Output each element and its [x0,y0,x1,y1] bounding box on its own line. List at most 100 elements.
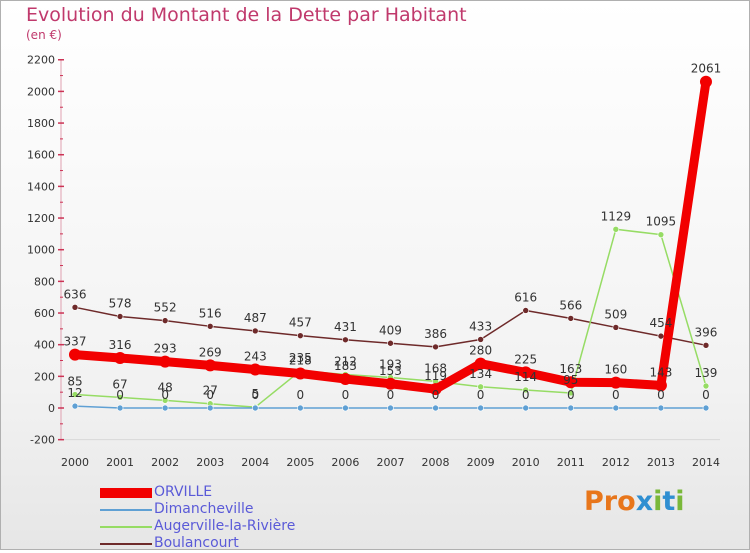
data-point-boulancourt [116,313,124,320]
data-label-dimancheville: 0 [387,388,395,402]
y-tick-label: 1400 [27,180,55,193]
data-label-boulancourt: 457 [289,316,312,330]
y-tick-label: 1800 [27,117,55,130]
chart-title: Evolution du Montant de la Dette par Hab… [26,4,467,26]
data-label-boulancourt: 509 [604,307,627,321]
data-point-dimancheville [251,404,259,412]
data-point-boulancourt [342,336,349,344]
data-point-orville [429,383,442,396]
data-point-orville [114,351,127,364]
x-tick-label: 2004 [241,456,269,469]
y-tick-label: 0 [48,402,55,415]
data-label-boulancourt: 409 [379,323,402,337]
data-point-dimancheville [702,404,710,412]
data-label-augerville: 27 [203,384,218,398]
data-point-dimancheville [657,404,665,412]
data-label-augerville: 67 [112,377,127,391]
x-tick-label: 2011 [557,456,585,469]
data-point-orville [294,367,307,380]
data-point-augerville [657,231,665,238]
data-label-augerville: 134 [469,367,492,381]
data-label-orville: 218 [289,353,312,367]
x-tick-label: 2013 [647,456,675,469]
data-point-boulancourt [567,315,575,322]
data-label-augerville: 193 [379,357,402,371]
data-label-boulancourt: 386 [424,327,447,341]
data-label-orville: 337 [64,335,87,349]
x-tick-label: 2014 [692,456,720,469]
data-label-orville: 2061 [691,62,722,76]
data-label-boulancourt: 396 [695,325,718,339]
data-point-augerville [161,397,169,404]
x-tick-label: 2003 [196,456,224,469]
data-label-augerville: 235 [289,351,312,365]
data-point-orville [249,363,262,376]
data-label-augerville: 48 [157,380,172,394]
data-label-orville: 160 [604,363,627,377]
legend-swatch-dimancheville [100,509,152,511]
y-tick-label: 800 [34,275,55,288]
logo-letter: t [662,486,676,517]
data-label-dimancheville: 0 [702,388,710,402]
data-point-orville [699,75,712,88]
data-label-dimancheville: 0 [206,388,214,402]
data-point-augerville [477,383,484,391]
logo-letter: i [675,486,685,517]
logo-letter: r [603,486,618,517]
data-point-dimancheville [612,404,620,412]
data-label-orville: 269 [199,345,222,359]
data-point-orville [204,359,217,372]
x-tick-label: 2009 [467,456,495,469]
logo-letter: i [653,486,663,517]
data-point-orville [609,376,622,389]
x-tick-label: 2000 [61,456,89,469]
proxiti-logo[interactable]: Proxiti [584,486,685,517]
data-label-orville: 153 [379,364,402,378]
x-tick-label: 2001 [106,456,134,469]
data-point-orville [339,373,352,386]
data-point-augerville [116,394,124,401]
x-tick-label: 2007 [376,456,404,469]
data-label-orville: 293 [154,342,177,356]
data-label-orville: 316 [109,338,132,352]
data-label-dimancheville: 12 [67,386,82,400]
data-label-augerville: 168 [424,361,447,375]
data-point-augerville [567,389,575,397]
data-point-boulancourt [387,339,394,347]
data-label-boulancourt: 516 [199,306,222,320]
data-point-boulancourt [297,332,304,339]
y-tick-label: 2000 [27,85,55,98]
chart-subtitle: (en €) [26,28,62,42]
legend-label-boulancourt: Boulancourt [154,535,239,551]
data-point-dimancheville [432,404,439,412]
logo-letter: x [635,486,654,517]
data-label-boulancourt: 616 [514,290,537,304]
data-point-orville [519,366,532,379]
data-label-boulancourt: 433 [469,319,492,333]
y-tick-label: 200 [34,370,55,383]
data-point-dimancheville [206,404,214,412]
data-point-boulancourt [206,323,214,330]
data-point-boulancourt [612,324,620,331]
data-label-boulancourt: 578 [109,297,132,311]
data-point-orville [384,377,397,390]
data-label-boulancourt: 487 [244,311,267,325]
data-point-dimancheville [387,404,394,412]
data-label-dimancheville: 0 [161,388,169,402]
data-point-dimancheville [297,404,304,412]
data-point-orville [564,376,577,389]
data-point-boulancourt [161,317,169,324]
data-point-boulancourt [657,332,665,340]
data-label-dimancheville: 0 [297,388,305,402]
data-label-dimancheville: 0 [522,388,530,402]
data-point-boulancourt [432,343,439,351]
data-label-orville: 143 [649,365,672,379]
data-label-boulancourt: 552 [154,301,177,315]
data-label-orville: 225 [514,352,537,366]
data-point-orville [654,379,667,392]
data-label-orville: 163 [559,362,582,376]
data-label-dimancheville: 0 [612,388,620,402]
data-point-augerville [522,386,530,394]
legend-swatch-augerville [100,526,152,528]
